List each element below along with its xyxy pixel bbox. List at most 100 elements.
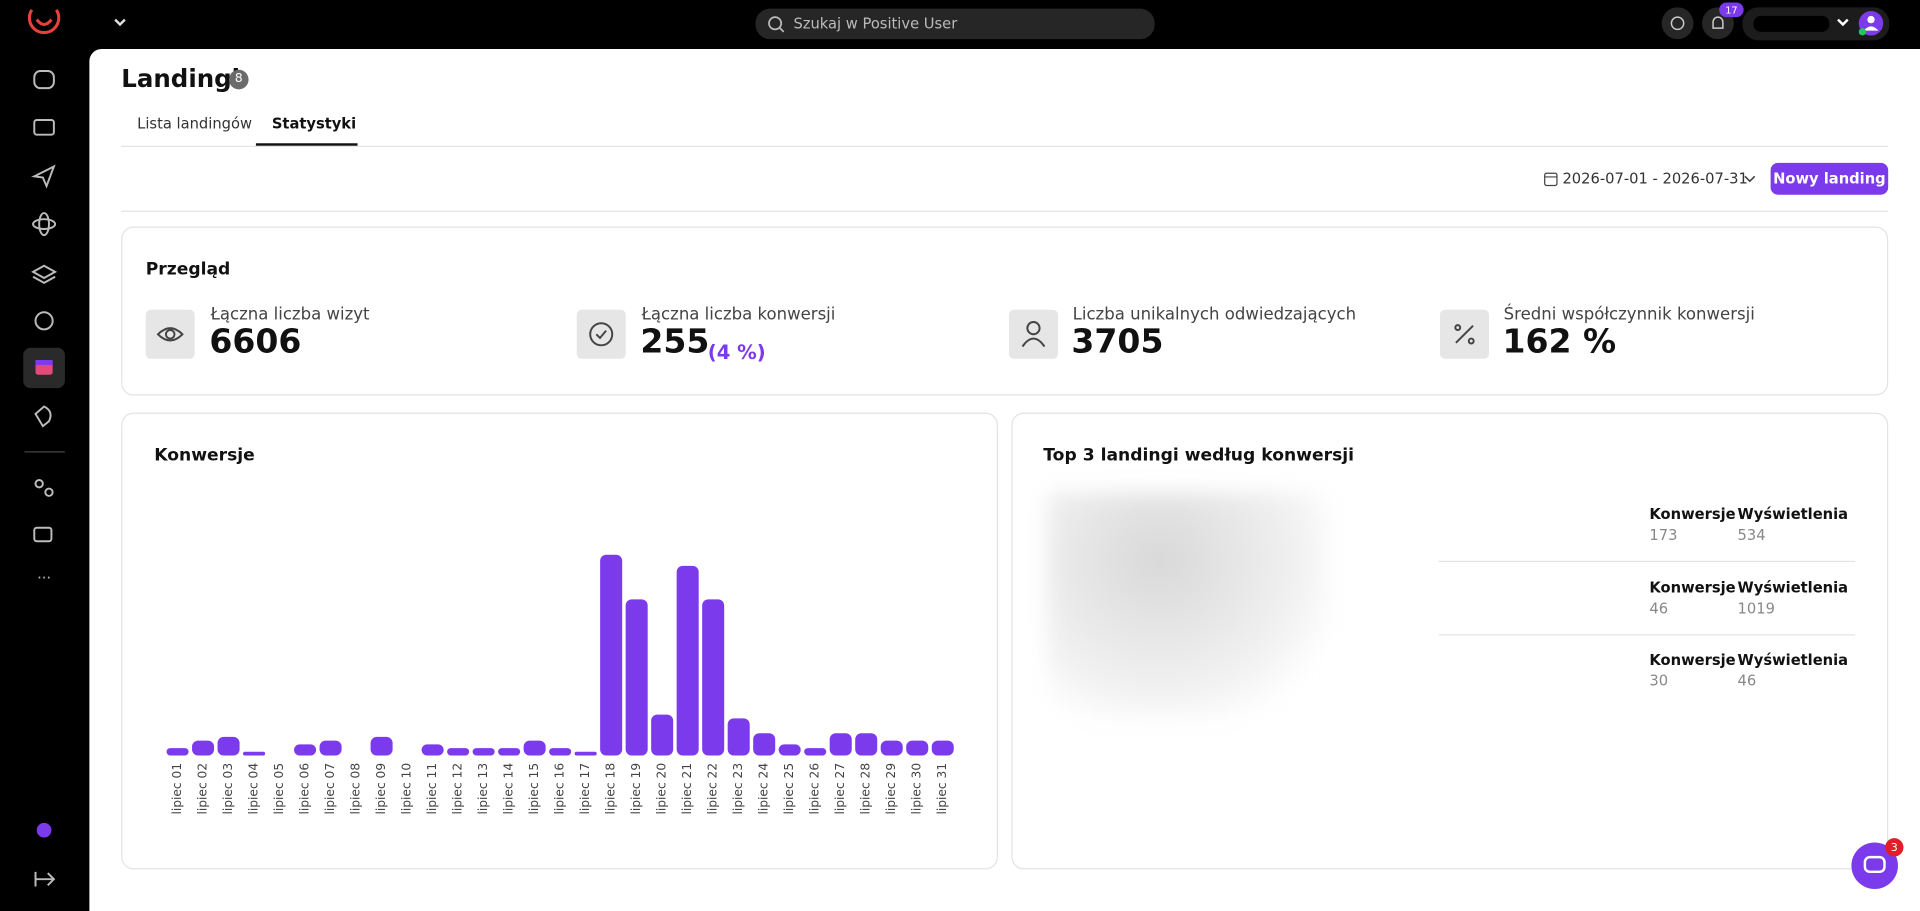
visitors-icon (1008, 309, 1058, 359)
chart-title: Konwersje (154, 446, 254, 466)
bar (855, 733, 878, 756)
bar (243, 751, 266, 756)
bar (651, 714, 674, 756)
x-tick-label: lipiec 04 (247, 763, 261, 815)
active-tab-underline (255, 143, 358, 146)
stat-label: Łączna liczba konwersji (641, 304, 836, 325)
conversions-icon (576, 309, 626, 359)
landing-count: 8 (228, 69, 249, 90)
new-landing-button[interactable]: Nowy landing (1770, 162, 1889, 195)
nav-files[interactable] (33, 119, 55, 136)
stat-value: 255 (640, 323, 710, 362)
nav-home[interactable] (33, 70, 55, 90)
x-tick-label: lipiec 26 (808, 763, 822, 815)
nav-send[interactable] (31, 164, 56, 189)
nav-analytics[interactable] (34, 311, 54, 331)
workspace-icon[interactable] (36, 822, 52, 838)
nav-layers[interactable] (31, 264, 58, 284)
nav-chat[interactable] (33, 526, 53, 543)
date-range[interactable]: 2026-07-01 - 2026-07-31 (1562, 170, 1748, 188)
bar (753, 733, 776, 756)
x-tick-label: lipiec 03 (221, 763, 235, 815)
conversions-label: Konwersje (1649, 651, 1736, 669)
x-tick-label: lipiec 28 (859, 763, 873, 815)
x-tick-label: lipiec 05 (272, 763, 286, 815)
logo[interactable] (27, 8, 61, 35)
calendar-icon (1544, 172, 1558, 187)
conversions-value: 30 (1649, 672, 1669, 690)
views-label: Wyświetlenia (1737, 505, 1849, 523)
nav-atom[interactable] (32, 218, 57, 230)
bar (676, 565, 699, 756)
views-label: Wyświetlenia (1737, 651, 1849, 669)
tab-list[interactable]: Lista landingów (137, 115, 252, 133)
toolbar-divider (121, 210, 1889, 212)
page-title: Landingi (121, 63, 241, 94)
x-tick-label: lipiec 13 (476, 763, 490, 815)
x-tick-label: lipiec 09 (374, 763, 388, 815)
bar (472, 748, 495, 756)
bar (294, 744, 317, 756)
chat-widget[interactable]: 3 (1849, 838, 1910, 894)
x-tick-label: lipiec 02 (196, 763, 210, 815)
bar (166, 748, 189, 756)
info-button[interactable] (1661, 7, 1694, 40)
bar (549, 748, 572, 756)
nav-more[interactable]: ··· (37, 570, 51, 587)
x-tick-label: lipiec 12 (451, 763, 465, 815)
views-value: 46 (1737, 672, 1757, 690)
row-divider (1438, 633, 1856, 635)
conversions-value: 173 (1649, 526, 1678, 544)
bar (523, 740, 546, 756)
conversions-card (121, 412, 998, 870)
bar (906, 740, 929, 756)
bar (192, 740, 215, 756)
x-tick-label: lipiec 24 (757, 763, 771, 815)
views-label: Wyświetlenia (1737, 578, 1849, 596)
bar (498, 748, 521, 756)
x-tick-label: lipiec 08 (349, 763, 363, 815)
nav-flows[interactable] (34, 479, 44, 489)
search-placeholder: Szukaj w Positive User (793, 15, 958, 32)
views-value: 534 (1737, 526, 1766, 544)
stat-value: 3705 (1071, 323, 1164, 362)
conversions-value: 46 (1649, 599, 1669, 617)
logout[interactable] (34, 871, 56, 887)
x-tick-label: lipiec 29 (884, 763, 898, 815)
x-tick-label: lipiec 21 (680, 763, 694, 815)
tab-stats[interactable]: Statystyki (271, 115, 357, 133)
x-tick-label: lipiec 17 (578, 763, 592, 815)
bar (370, 736, 393, 756)
x-tick-label: lipiec 11 (425, 763, 439, 815)
bar (600, 554, 623, 756)
visits-icon (145, 309, 195, 359)
blurred-thumbnails (1046, 492, 1329, 719)
x-tick-label: lipiec 19 (629, 763, 643, 815)
conversions-label: Konwersje (1649, 578, 1736, 596)
views-value: 1019 (1737, 599, 1775, 617)
stat-note: (4 %) (707, 340, 766, 364)
nav-tags[interactable] (34, 405, 52, 428)
bar (702, 599, 725, 756)
menu-toggle[interactable] (114, 18, 126, 27)
overview-title: Przegląd (145, 259, 231, 280)
bar (625, 599, 648, 756)
x-tick-label: lipiec 23 (731, 763, 745, 815)
bar (421, 744, 444, 756)
top3-title: Top 3 landingi według konwersji (1043, 445, 1355, 466)
bar (574, 751, 597, 756)
overview-card (121, 226, 1889, 396)
chat-badge: 3 (1891, 841, 1898, 854)
notification-count: 17 (1725, 5, 1737, 16)
conversions-chart: Konwersje lipiec 01 lipiec 02 lipiec 03 lip… (154, 446, 954, 815)
search-box[interactable] (755, 8, 1155, 40)
x-tick-label: lipiec 07 (323, 763, 337, 815)
bar (319, 740, 342, 756)
bar (447, 748, 470, 756)
x-tick-label: lipiec 01 (170, 763, 184, 815)
x-tick-label: lipiec 15 (527, 763, 541, 815)
x-tick-label: lipiec 31 (935, 763, 949, 815)
x-tick-label: lipiec 30 (910, 763, 924, 815)
